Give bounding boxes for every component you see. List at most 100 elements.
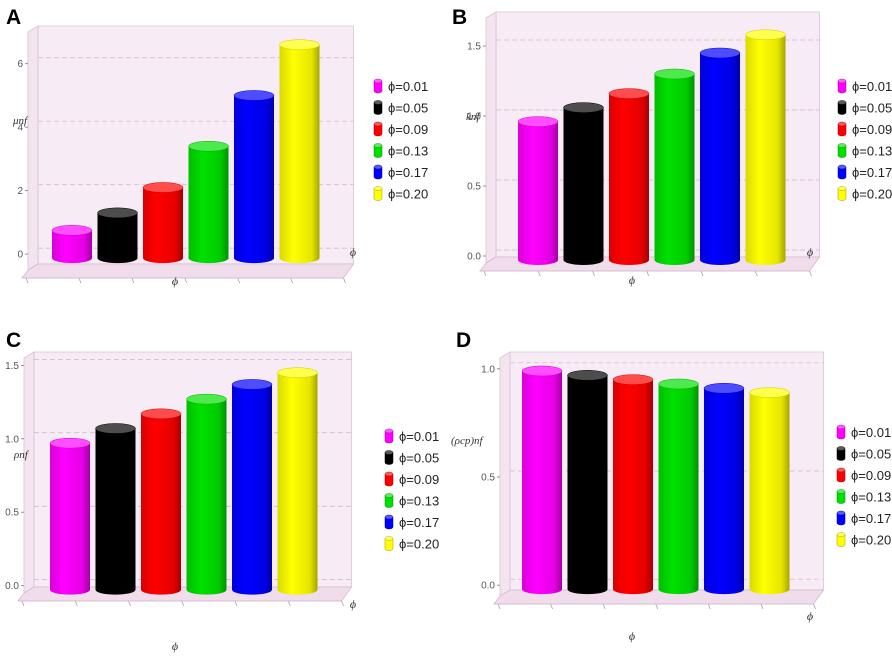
legend-item: ϕ=0.13 — [837, 143, 892, 159]
bar-body — [654, 74, 695, 265]
x-axis-tick — [483, 270, 487, 277]
legend-item: ϕ=0.01 — [837, 78, 892, 94]
legend-item: ϕ=0.09 — [837, 121, 892, 137]
bar-cap — [233, 90, 275, 101]
bar-0.20 — [749, 387, 790, 595]
legend-swatch — [373, 145, 383, 158]
bar-0.09 — [612, 374, 654, 595]
legend-item: ϕ=0.05 — [836, 446, 891, 462]
bar-0.05 — [97, 207, 138, 264]
bar-body — [95, 428, 136, 595]
x-axis-label: ϕ — [629, 629, 635, 643]
legend-label: ϕ=0.09 — [852, 122, 892, 137]
bar-body — [749, 392, 790, 595]
legend-swatch-cap — [836, 510, 846, 516]
plot-side-wall — [23, 351, 35, 594]
bar-cap — [654, 68, 695, 80]
bar-body — [567, 375, 608, 595]
legend-swatch — [836, 512, 846, 526]
legend-item: ϕ=0.20 — [836, 532, 891, 548]
bar-0.01 — [51, 225, 93, 264]
legend-item: ϕ=0.17 — [373, 164, 428, 180]
legend-item: ϕ=0.17 — [384, 514, 439, 530]
bar-0.09 — [608, 88, 650, 265]
legend-label: ϕ=0.05 — [388, 101, 428, 116]
bar-0.01 — [49, 437, 91, 595]
legend-swatch — [837, 188, 847, 201]
legend-swatch — [373, 188, 383, 201]
legend-swatch-cap — [384, 536, 394, 541]
x-axis-tick — [754, 270, 758, 277]
bar-body — [613, 379, 653, 595]
legend-swatch-cap — [384, 514, 394, 520]
bar-0.01 — [517, 116, 559, 265]
bar-0.20 — [745, 29, 786, 265]
y-tick-label: 0.5 — [467, 182, 481, 193]
bar-body — [232, 384, 272, 595]
legend-label: ϕ=0.13 — [852, 144, 892, 159]
y-tick-label: 1.0 — [481, 364, 495, 375]
legend-label: ϕ=0.20 — [851, 533, 891, 548]
x-axis-tick — [343, 277, 346, 284]
y-tick-label: 0.0 — [481, 581, 495, 592]
bar-0.17 — [699, 47, 741, 265]
legend-swatch-cap — [384, 428, 394, 434]
legend-label: ϕ=0.20 — [852, 187, 892, 202]
legend-swatch — [384, 430, 394, 444]
legend-label: ϕ=0.20 — [388, 187, 428, 202]
bar-body — [563, 107, 604, 265]
legend-item: ϕ=0.20 — [373, 186, 428, 202]
legend-swatch — [837, 166, 847, 180]
bar-0.17 — [703, 383, 745, 595]
bar-cap — [95, 423, 136, 434]
bar-body — [141, 413, 181, 595]
x-axis-tick — [708, 603, 711, 610]
legend-swatch — [373, 166, 383, 180]
bar-cap — [188, 140, 229, 152]
x-axis-tick — [25, 277, 29, 284]
legend-swatch-cap — [836, 424, 846, 430]
legend-label: ϕ=0.01 — [852, 79, 892, 94]
legend-swatch-cap — [373, 164, 383, 170]
bar-body — [234, 95, 274, 264]
y-tick-label: 0.0 — [5, 581, 19, 592]
legend-swatch-cap — [836, 467, 846, 473]
legend-label: ϕ=0.17 — [851, 511, 891, 526]
bar-0.20 — [277, 367, 318, 595]
bar-body — [97, 212, 138, 264]
y-tick-label: 0.0 — [467, 252, 481, 263]
bar-0.13 — [654, 68, 695, 265]
x-axis-tick — [537, 270, 541, 277]
bar-cap — [563, 102, 604, 113]
bar-cap — [231, 379, 273, 390]
legend-label: ϕ=0.20 — [399, 537, 439, 552]
x-axis-tick — [550, 603, 553, 610]
legend-swatch-cap — [373, 143, 383, 148]
x-axis-label: ϕ — [172, 274, 178, 288]
legend-swatch — [373, 102, 383, 115]
bar-cap — [699, 47, 741, 59]
legend-label: ϕ=0.17 — [852, 165, 892, 180]
x-axis-tick — [760, 603, 764, 610]
y-tick-label: 1.0 — [467, 112, 481, 123]
x-axis-tick — [237, 277, 240, 284]
y-tick-label: 1.5 — [467, 42, 481, 53]
y-tick-label: 1.0 — [5, 434, 19, 445]
legend-label: ϕ=0.13 — [388, 144, 428, 159]
legend-swatch — [837, 102, 847, 115]
y-axis-label: knf — [466, 111, 481, 123]
bar-0.09 — [142, 182, 184, 264]
legend-item: ϕ=0.01 — [373, 78, 428, 94]
legend-label: ϕ=0.09 — [399, 472, 439, 487]
x-axis-label-side: ϕ — [350, 245, 356, 259]
x-axis-tick — [341, 600, 344, 607]
legend-item: ϕ=0.09 — [836, 467, 891, 483]
bar-body — [518, 121, 558, 265]
legend-label: ϕ=0.13 — [399, 494, 439, 509]
legend-swatch-cap — [373, 121, 383, 127]
legend-swatch — [384, 452, 394, 465]
y-tick-label: 0.5 — [481, 473, 495, 484]
legend-item: ϕ=0.13 — [836, 489, 891, 505]
